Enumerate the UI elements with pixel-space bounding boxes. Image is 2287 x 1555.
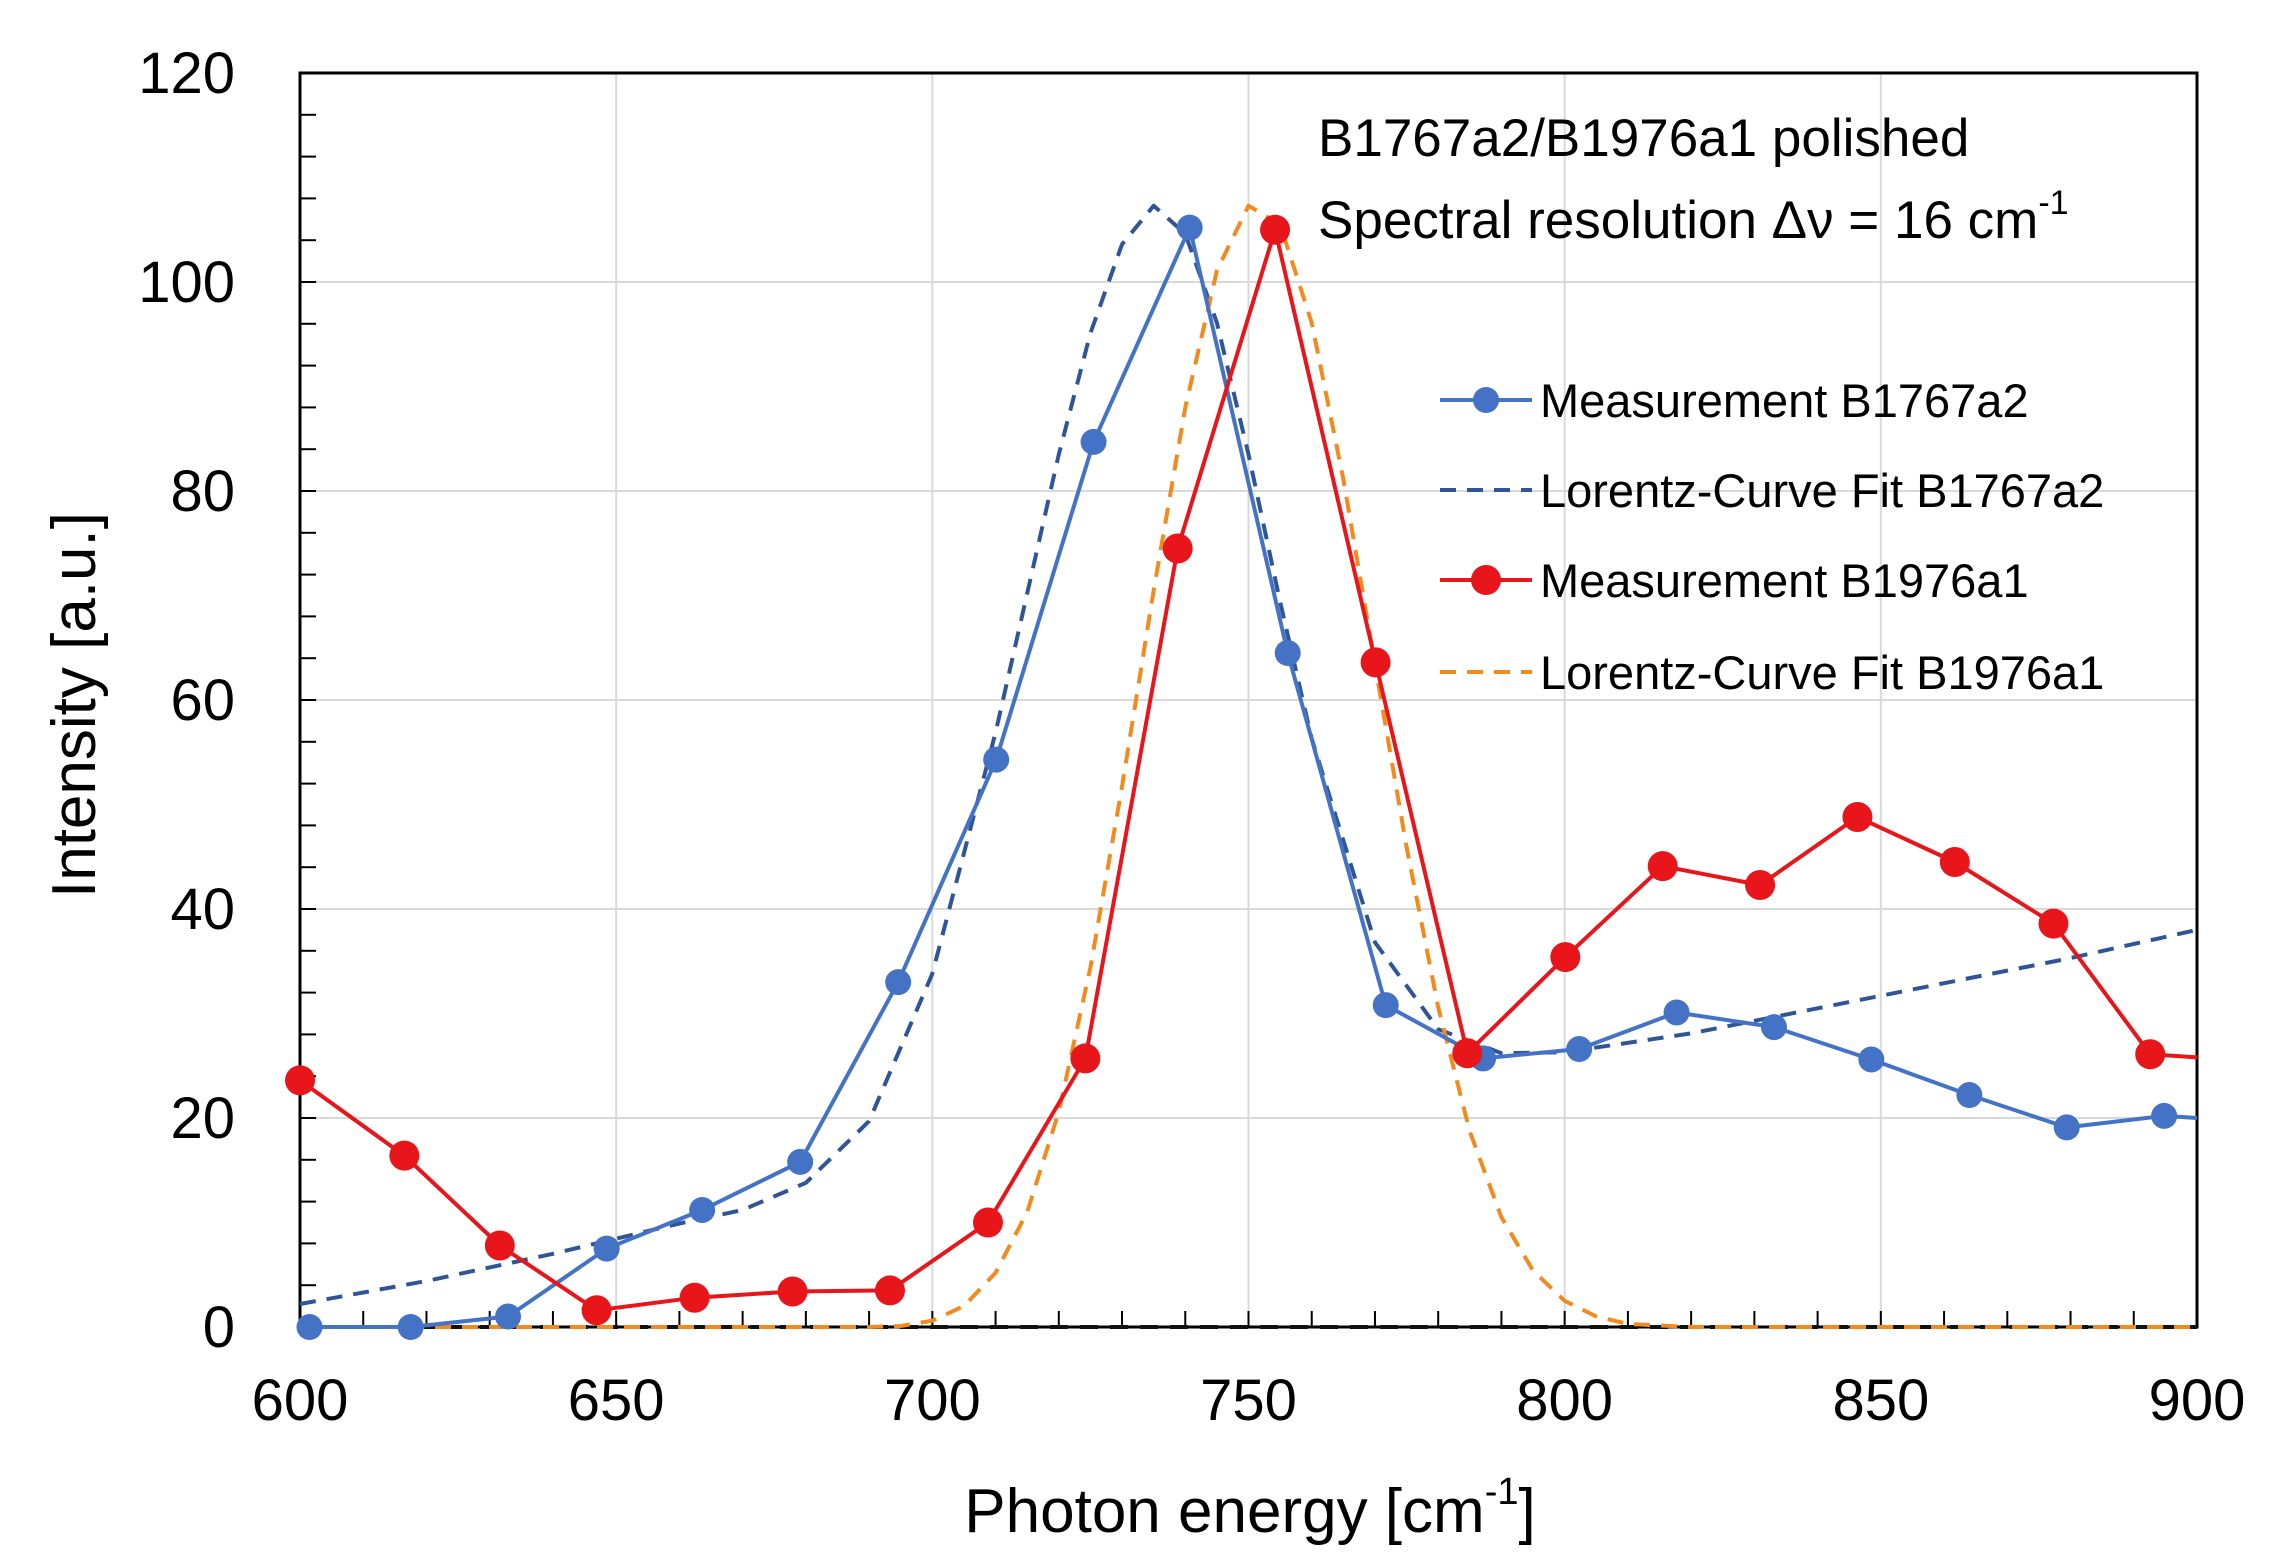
- legend: Measurement B1767a2 Lorentz-Curve Fit B17…: [1440, 374, 2104, 699]
- data-point-2: [777, 1276, 808, 1307]
- y-axis-title: Intensity [a.u.]: [40, 512, 109, 898]
- y-tick-label: 100: [138, 250, 235, 315]
- data-point-0: [2053, 1114, 2080, 1141]
- annotation-resolution: Spectral resolution Δν = 16 cm-1: [1318, 184, 2069, 250]
- data-point-2: [1260, 214, 1291, 245]
- x-tick-label: 700: [884, 1368, 981, 1433]
- legend-label: Lorentz-Curve Fit B1976a1: [1540, 646, 2104, 699]
- data-point-2: [2038, 908, 2069, 939]
- data-point-0: [1760, 1014, 1787, 1041]
- data-point-0: [1566, 1036, 1593, 1063]
- data-point-0: [397, 1314, 424, 1340]
- data-point-0: [983, 746, 1010, 773]
- legend-label: Measurement B1767a2: [1540, 374, 2029, 427]
- legend-swatch-marker: [1473, 387, 1499, 413]
- data-point-0: [787, 1148, 814, 1175]
- minor-ticks: [300, 113, 2135, 1327]
- data-point-0: [495, 1303, 522, 1330]
- data-point-0: [1663, 999, 1690, 1026]
- y-tick-label: 80: [170, 459, 235, 524]
- data-point-0: [593, 1235, 620, 1262]
- series-line-3: [300, 203, 2197, 1329]
- tick-labels: 600 650 700 750 800 850 900 0 20 40 60 80 100 120: [138, 41, 2245, 1433]
- x-tick-label: 850: [1832, 1368, 1929, 1433]
- x-axis-title: Photon energy [cm-1]: [964, 1471, 1535, 1546]
- y-tick-label: 40: [170, 877, 235, 942]
- data-point-2: [2135, 1039, 2166, 1070]
- data-point-0: [1956, 1082, 1983, 1109]
- y-tick-label: 120: [138, 41, 235, 106]
- series-layer: [285, 203, 2198, 1340]
- legend-label: Measurement B1976a1: [1540, 554, 2029, 607]
- data-point-2: [285, 1065, 315, 1096]
- data-point-0: [1274, 639, 1301, 666]
- data-point-0: [2151, 1102, 2178, 1129]
- data-point-2: [1842, 802, 1873, 833]
- data-point-2: [1745, 869, 1776, 900]
- x-tick-label: 900: [2149, 1368, 2246, 1433]
- data-point-2: [1647, 851, 1678, 882]
- data-point-2: [1550, 942, 1581, 973]
- x-axis-title-suffix: ]: [1518, 1477, 1535, 1546]
- legend-label: Lorentz-Curve Fit B1767a2: [1540, 464, 2104, 517]
- annotation-resolution-sup: -1: [2038, 184, 2068, 222]
- data-point-2: [1939, 846, 1970, 877]
- data-point-2: [1452, 1038, 1483, 1069]
- annotation-resolution-text: Spectral resolution Δν = 16 cm: [1318, 191, 2038, 250]
- data-point-2: [679, 1282, 710, 1313]
- x-axis-title-text: Photon energy [cm: [964, 1477, 1484, 1546]
- data-point-2: [874, 1275, 905, 1306]
- data-point-2: [581, 1295, 612, 1326]
- data-point-2: [1162, 533, 1193, 564]
- data-point-2: [1360, 647, 1391, 678]
- x-axis-title-sup: -1: [1485, 1471, 1519, 1513]
- data-point-0: [689, 1196, 716, 1223]
- legend-swatch-marker: [1471, 565, 1501, 595]
- data-point-0: [1080, 428, 1107, 455]
- data-point-2: [1070, 1043, 1101, 1074]
- data-point-0: [296, 1314, 323, 1340]
- data-point-2: [389, 1140, 420, 1171]
- data-point-0: [885, 969, 912, 996]
- x-tick-label: 650: [568, 1368, 665, 1433]
- series-line-1: [299, 203, 2198, 1306]
- y-tick-label: 0: [203, 1295, 235, 1360]
- x-tick-label: 600: [252, 1368, 349, 1433]
- data-point-2: [484, 1230, 515, 1261]
- data-point-0: [1858, 1046, 1885, 1073]
- y-tick-label: 20: [170, 1086, 235, 1151]
- x-tick-label: 750: [1200, 1368, 1297, 1433]
- data-point-0: [1176, 214, 1203, 241]
- annotation-sample: B1767a2/B1976a1 polished: [1318, 109, 1969, 168]
- grid: [300, 73, 2197, 1327]
- data-point-0: [1372, 992, 1399, 1019]
- y-tick-label: 60: [170, 668, 235, 733]
- x-tick-label: 800: [1516, 1368, 1613, 1433]
- data-point-2: [972, 1207, 1003, 1238]
